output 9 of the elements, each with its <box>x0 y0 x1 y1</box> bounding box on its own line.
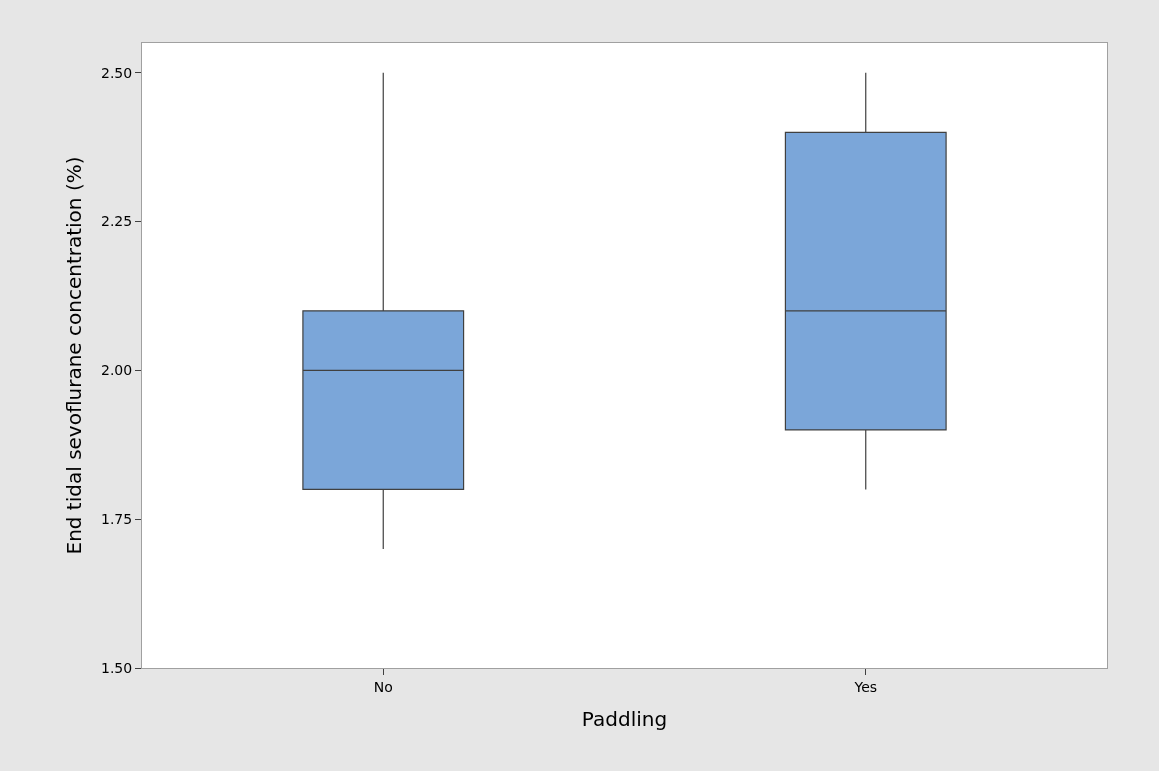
y-tick-label: 1.75 <box>101 511 133 528</box>
x-tick-label: Yes <box>853 678 878 695</box>
y-tick-label: 2.50 <box>101 64 133 81</box>
y-axis-title: End tidal sevoflurane concentration (%) <box>61 156 86 555</box>
y-tick-label: 2.00 <box>101 362 133 379</box>
y-tick-label: 2.25 <box>101 213 133 230</box>
x-tick-label: No <box>373 678 393 695</box>
y-tick-label: 1.50 <box>101 659 133 676</box>
x-axis-title: Paddling <box>581 707 668 732</box>
